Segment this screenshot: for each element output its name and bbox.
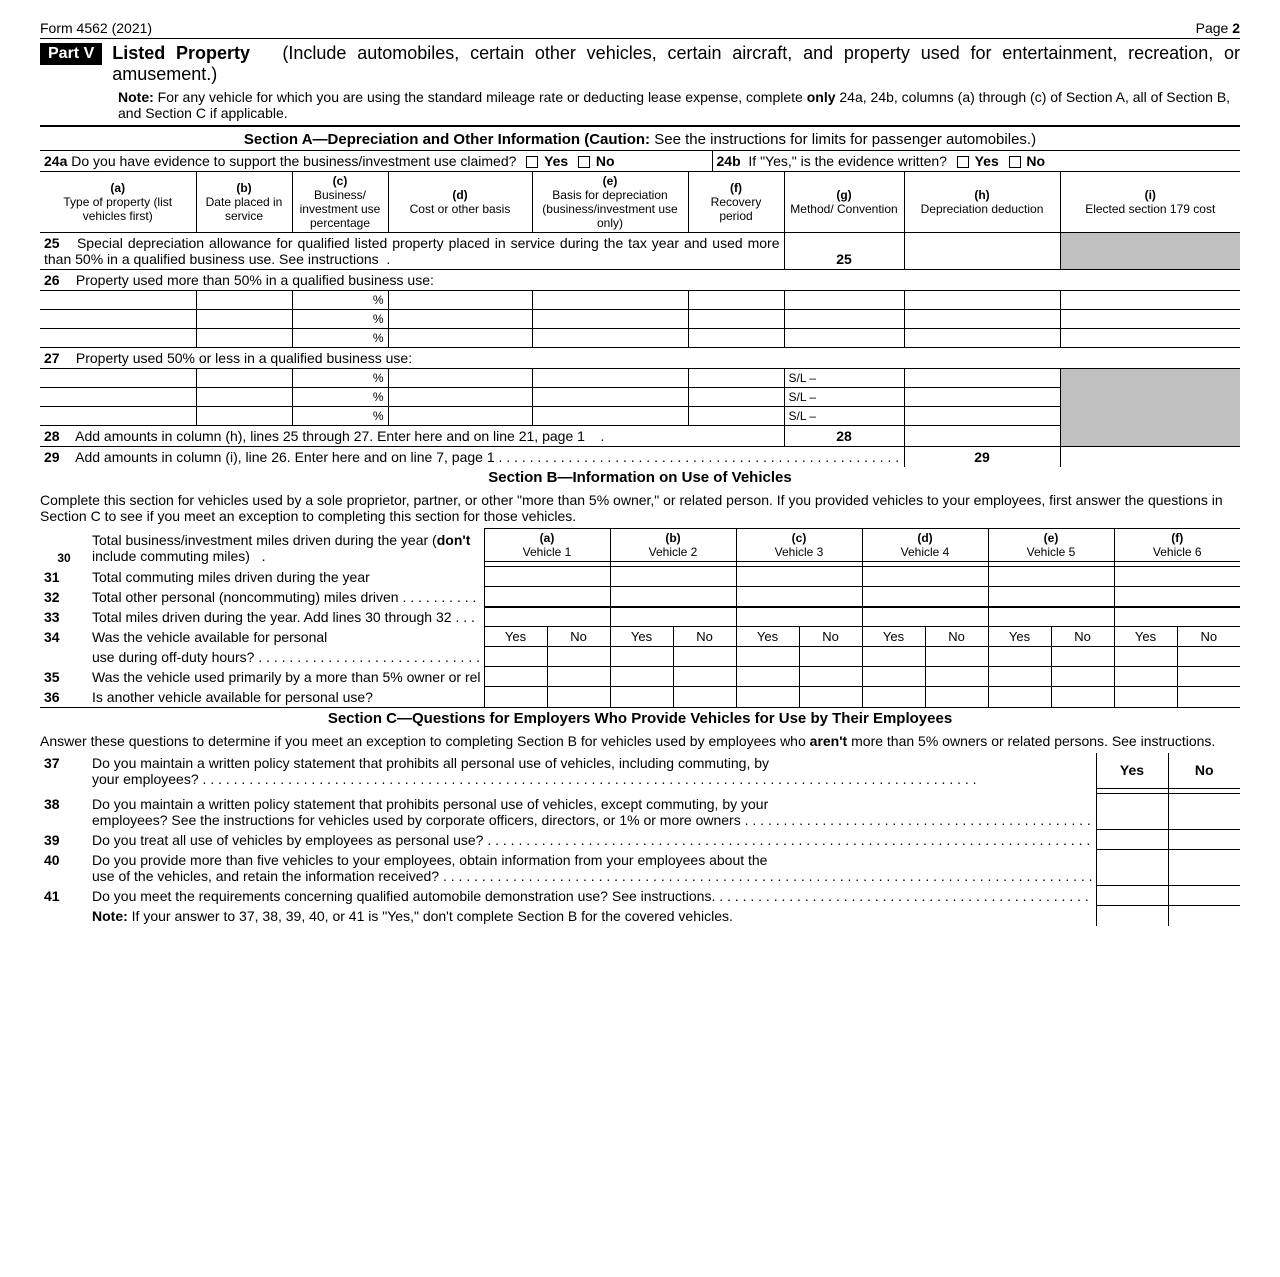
line-28-num: 28 <box>44 428 72 444</box>
line-29-i[interactable] <box>1060 447 1240 468</box>
line-24b-num: 24b <box>717 153 741 169</box>
line-34-text-1: Was the vehicle available for personal <box>88 627 484 647</box>
section-c-table: 37 Do you maintain a written policy stat… <box>40 753 1240 926</box>
line-26-text: Property used more than 50% in a qualifi… <box>76 272 434 288</box>
line-32-text: Total other personal (noncommuting) mile… <box>92 589 480 605</box>
line-35-text: Was the vehicle used primarily by a more… <box>92 669 480 685</box>
section-b-intro: Complete this section for vehicles used … <box>40 488 1240 528</box>
line-24a-num: 24a <box>44 153 67 169</box>
section-b-title: Section B—Information on Use of Vehicles <box>40 467 1240 488</box>
part-v-note: Note: For any vehicle for which you are … <box>118 89 1240 121</box>
line-38-text: Do you maintain a written policy stateme… <box>92 796 768 812</box>
line-24b-text: If "Yes," is the evidence written? <box>748 153 947 169</box>
line-36-num: 36 <box>44 689 60 705</box>
part-badge: Part V <box>40 43 102 65</box>
page-header: Form 4562 (2021) Page Page 22 <box>40 20 1240 39</box>
section-c-intro: Answer these questions to determine if y… <box>40 729 1240 753</box>
line-26-num: 26 <box>44 272 72 288</box>
line-28-text: Add amounts in column (h), lines 25 thro… <box>75 428 604 444</box>
form-id: Form 4562 (2021) <box>40 20 152 36</box>
line-39-num: 39 <box>44 832 60 848</box>
line-37-text: Do you maintain a written policy stateme… <box>92 755 769 771</box>
part-title: Listed Property <box>112 43 250 63</box>
section-a-title: Section A—Depreciation and Other Informa… <box>40 129 1240 150</box>
line-25-text: Special depreciation allowance for quali… <box>44 235 780 267</box>
line-27-num: 27 <box>44 350 72 366</box>
line-25-num: 25 <box>44 235 72 251</box>
line-40-num: 40 <box>44 852 60 868</box>
line-37-num: 37 <box>44 755 60 771</box>
line-29-box: 29 <box>974 449 990 465</box>
checkbox-24b-no[interactable] <box>1009 156 1021 168</box>
line-41-num: 41 <box>44 888 60 904</box>
line-39-text: Do you treat all use of vehicles by empl… <box>92 832 1092 848</box>
line-27-text: Property used 50% or less in a qualified… <box>76 350 412 366</box>
page-number: Page Page 22 <box>1196 20 1240 36</box>
line-31-num: 31 <box>44 569 60 585</box>
line-32-num: 32 <box>44 589 60 605</box>
line-28-h[interactable] <box>904 426 1060 447</box>
line-29-num: 29 <box>44 449 72 465</box>
line-25-box: 25 <box>836 251 852 267</box>
line-34-text-2: use during off-duty hours? <box>92 649 480 665</box>
section-c-title: Section C—Questions for Employers Who Pr… <box>40 708 1240 729</box>
checkbox-24a-yes[interactable] <box>526 156 538 168</box>
line-35-num: 35 <box>44 669 60 685</box>
line-29-text: Add amounts in column (i), line 26. Ente… <box>75 449 899 465</box>
line-24a-text: Do you have evidence to support the busi… <box>71 153 516 169</box>
checkbox-24b-yes[interactable] <box>957 156 969 168</box>
line-30-num: 30 <box>57 551 70 565</box>
section-b-table: 30 Total business/investment miles drive… <box>40 528 1240 707</box>
line-25-i-gray <box>1060 233 1240 270</box>
part-subtitle: (Include automobiles, certain other vehi… <box>112 43 1240 84</box>
part-v-header: Part V Listed Property (Include automobi… <box>40 43 1240 85</box>
line-25-h[interactable] <box>904 233 1060 270</box>
line-33-num: 33 <box>44 609 60 625</box>
section-c-note: Note: If your answer to 37, 38, 39, 40, … <box>88 906 1096 926</box>
line-36-text: Is another vehicle available for persona… <box>88 687 484 707</box>
line-40-text: Do you provide more than five vehicles t… <box>92 852 767 868</box>
line-30-text: include commuting miles) . <box>92 548 266 564</box>
line-24-table: 24a Do you have evidence to support the … <box>40 150 1240 171</box>
line-31-text: Total commuting miles driven during the … <box>88 567 484 587</box>
section-a-columns: (a)Type of property (list vehicles first… <box>40 171 1240 467</box>
line-34-num: 34 <box>44 629 60 645</box>
line-33-text: Total miles driven during the year. Add … <box>92 609 480 625</box>
checkbox-24a-no[interactable] <box>578 156 590 168</box>
line-28-box: 28 <box>836 428 852 444</box>
line-41-text: Do you meet the requirements concerning … <box>92 888 1092 904</box>
line-38-num: 38 <box>44 796 60 812</box>
